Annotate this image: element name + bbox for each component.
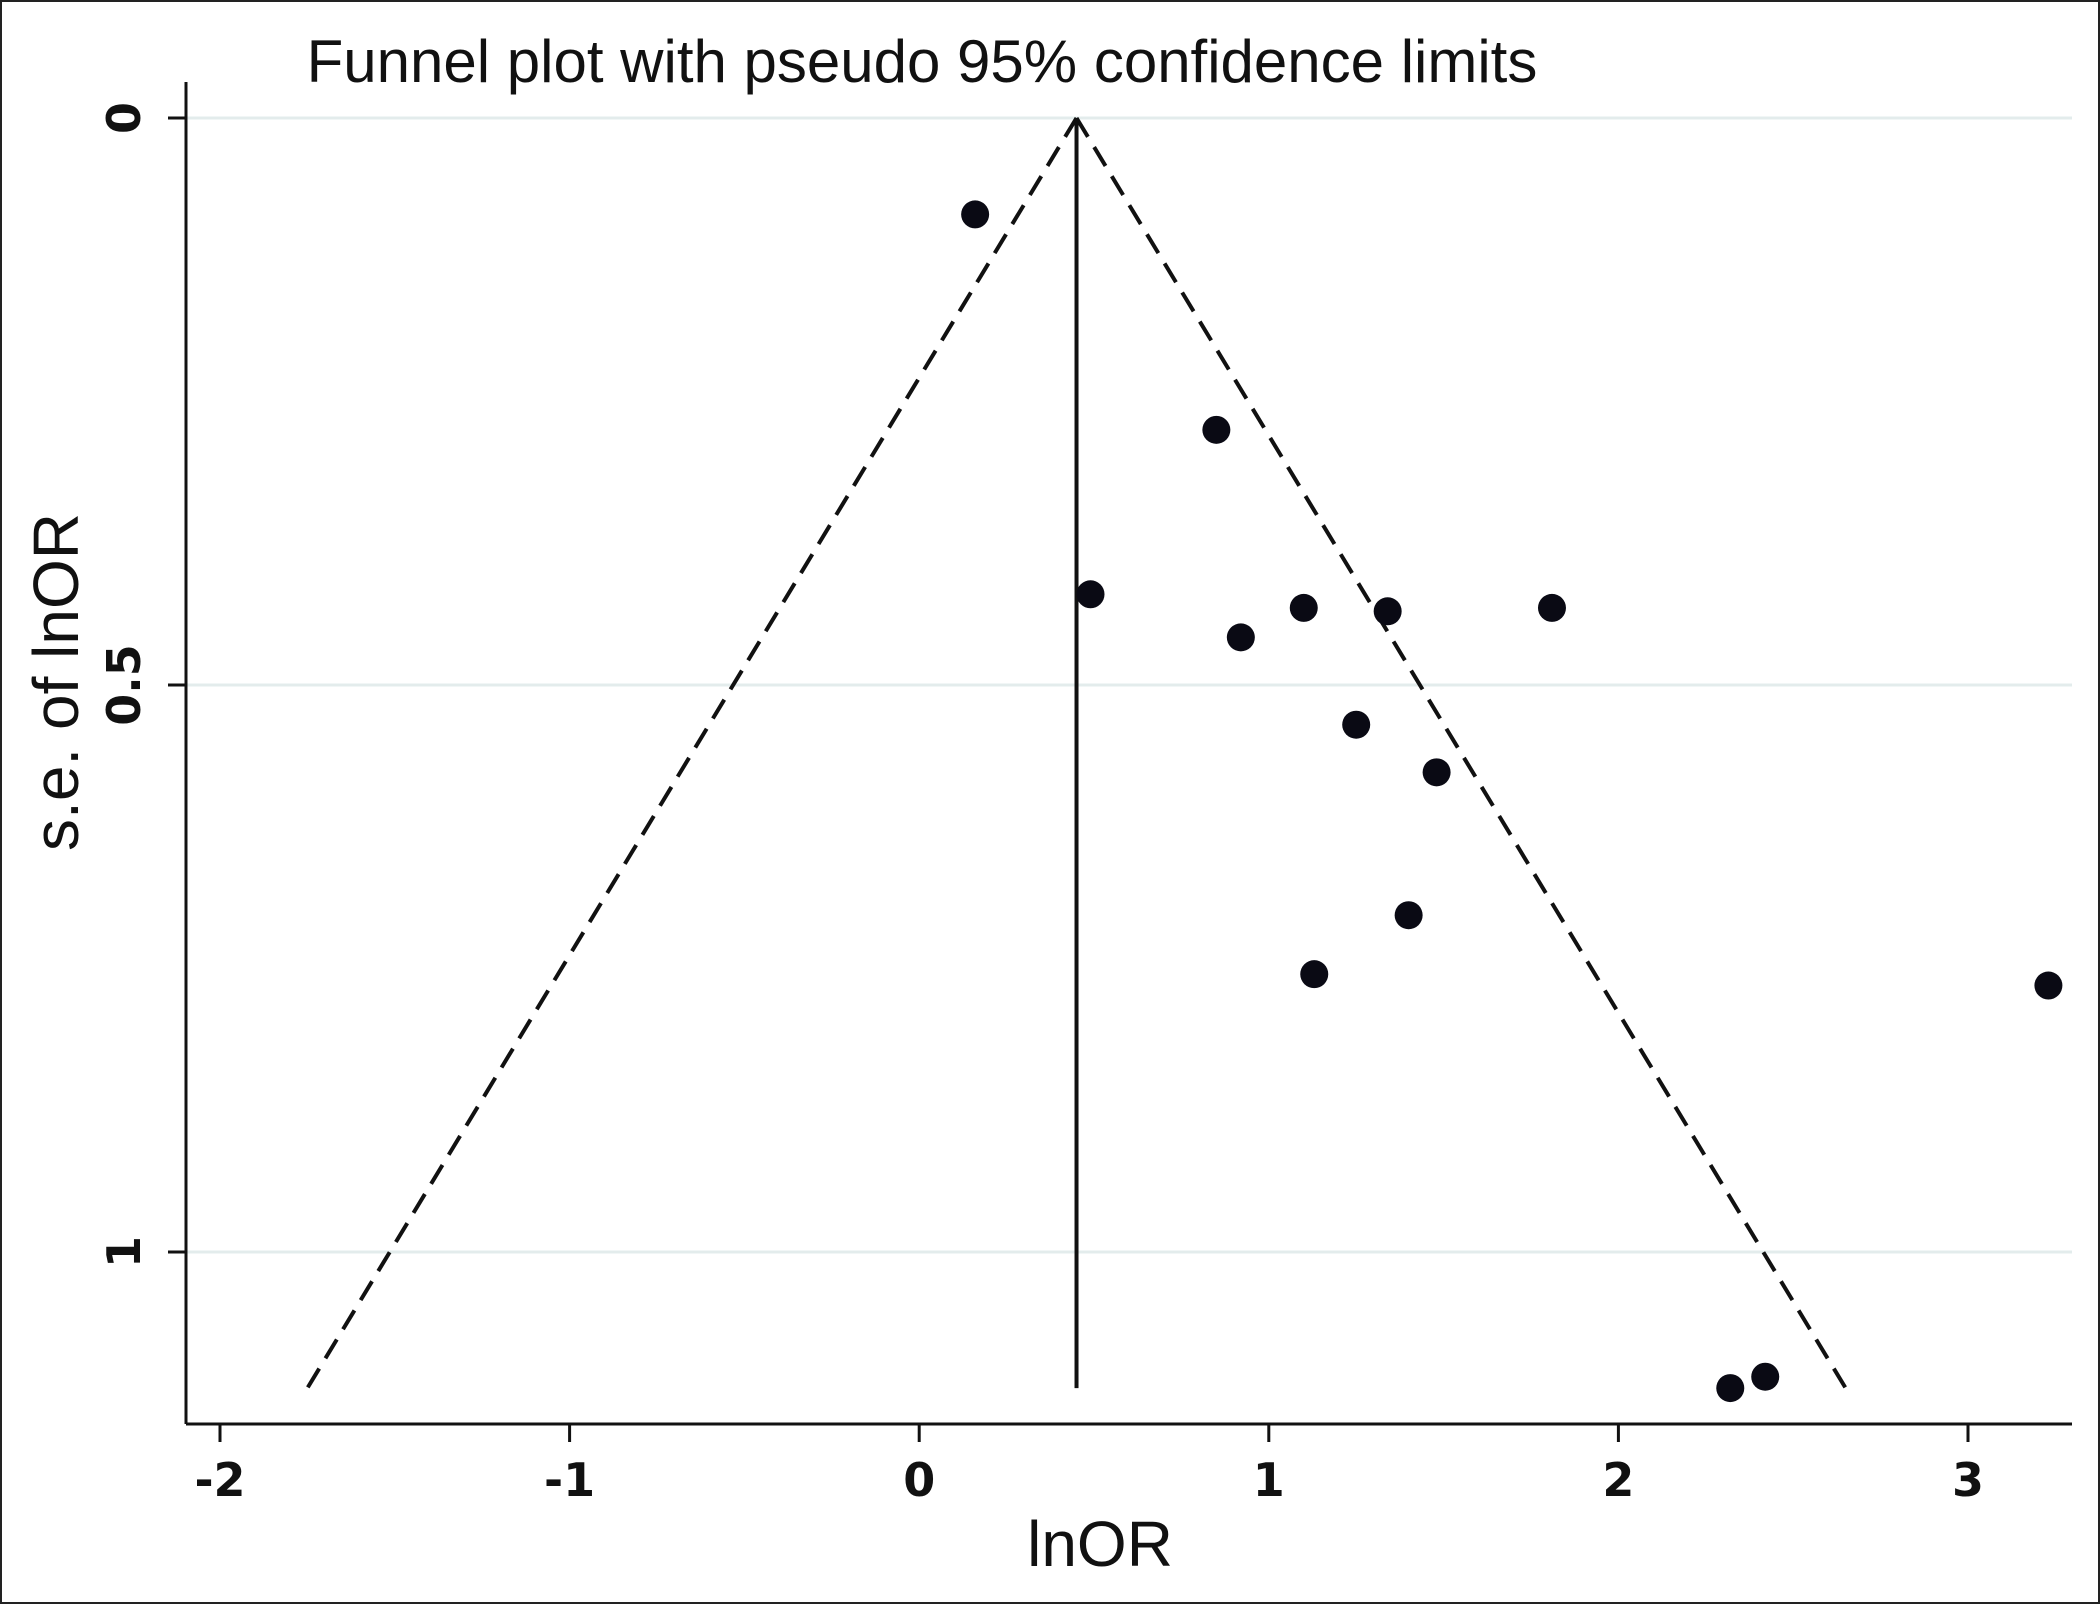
lower-limit-line [305, 116, 1079, 1390]
x-tick-label-4: 2 [1602, 1453, 1634, 1507]
y-tick-label-1: 0.5 [97, 644, 151, 726]
x-tick-label-0: -2 [194, 1453, 245, 1507]
data-point-3 [1076, 580, 1105, 609]
data-point-7 [1226, 623, 1255, 652]
y-axis-label: s.e. of lnOR [20, 513, 92, 851]
axes [184, 82, 2072, 1426]
data-point-5 [1373, 597, 1402, 626]
x-tick-label-5: 3 [1952, 1453, 1984, 1507]
x-tick-label-2: 0 [903, 1453, 935, 1507]
data-point-1 [961, 200, 990, 229]
data-point-2 [1202, 415, 1231, 444]
data-point-11 [1300, 960, 1329, 989]
chart-title: Funnel plot with pseudo 95% confidence l… [307, 28, 1538, 95]
x-ticks: -2 -1 0 1 2 3 [194, 1424, 1984, 1507]
y-tick-label-0: 0 [97, 102, 151, 134]
upper-limit-line [1074, 116, 1848, 1390]
data-point-6 [1537, 593, 1566, 622]
data-point-4 [1289, 593, 1318, 622]
x-tick-label-3: 1 [1253, 1453, 1285, 1507]
y-ticks: 00.51 [97, 102, 186, 1268]
data-point-13 [1716, 1374, 1745, 1403]
data-point-9 [1422, 758, 1451, 787]
x-tick-label-1: -1 [544, 1453, 595, 1507]
x-axis-label: lnOR [1027, 1508, 1173, 1580]
data-points [961, 200, 2063, 1403]
data-point-14 [1751, 1362, 1780, 1391]
data-point-8 [1342, 710, 1371, 739]
data-point-12 [2034, 971, 2063, 1000]
data-point-10 [1394, 901, 1423, 930]
confidence-limits [305, 116, 1848, 1390]
grid-lines [186, 116, 2072, 1254]
y-tick-label-2: 1 [97, 1236, 151, 1268]
